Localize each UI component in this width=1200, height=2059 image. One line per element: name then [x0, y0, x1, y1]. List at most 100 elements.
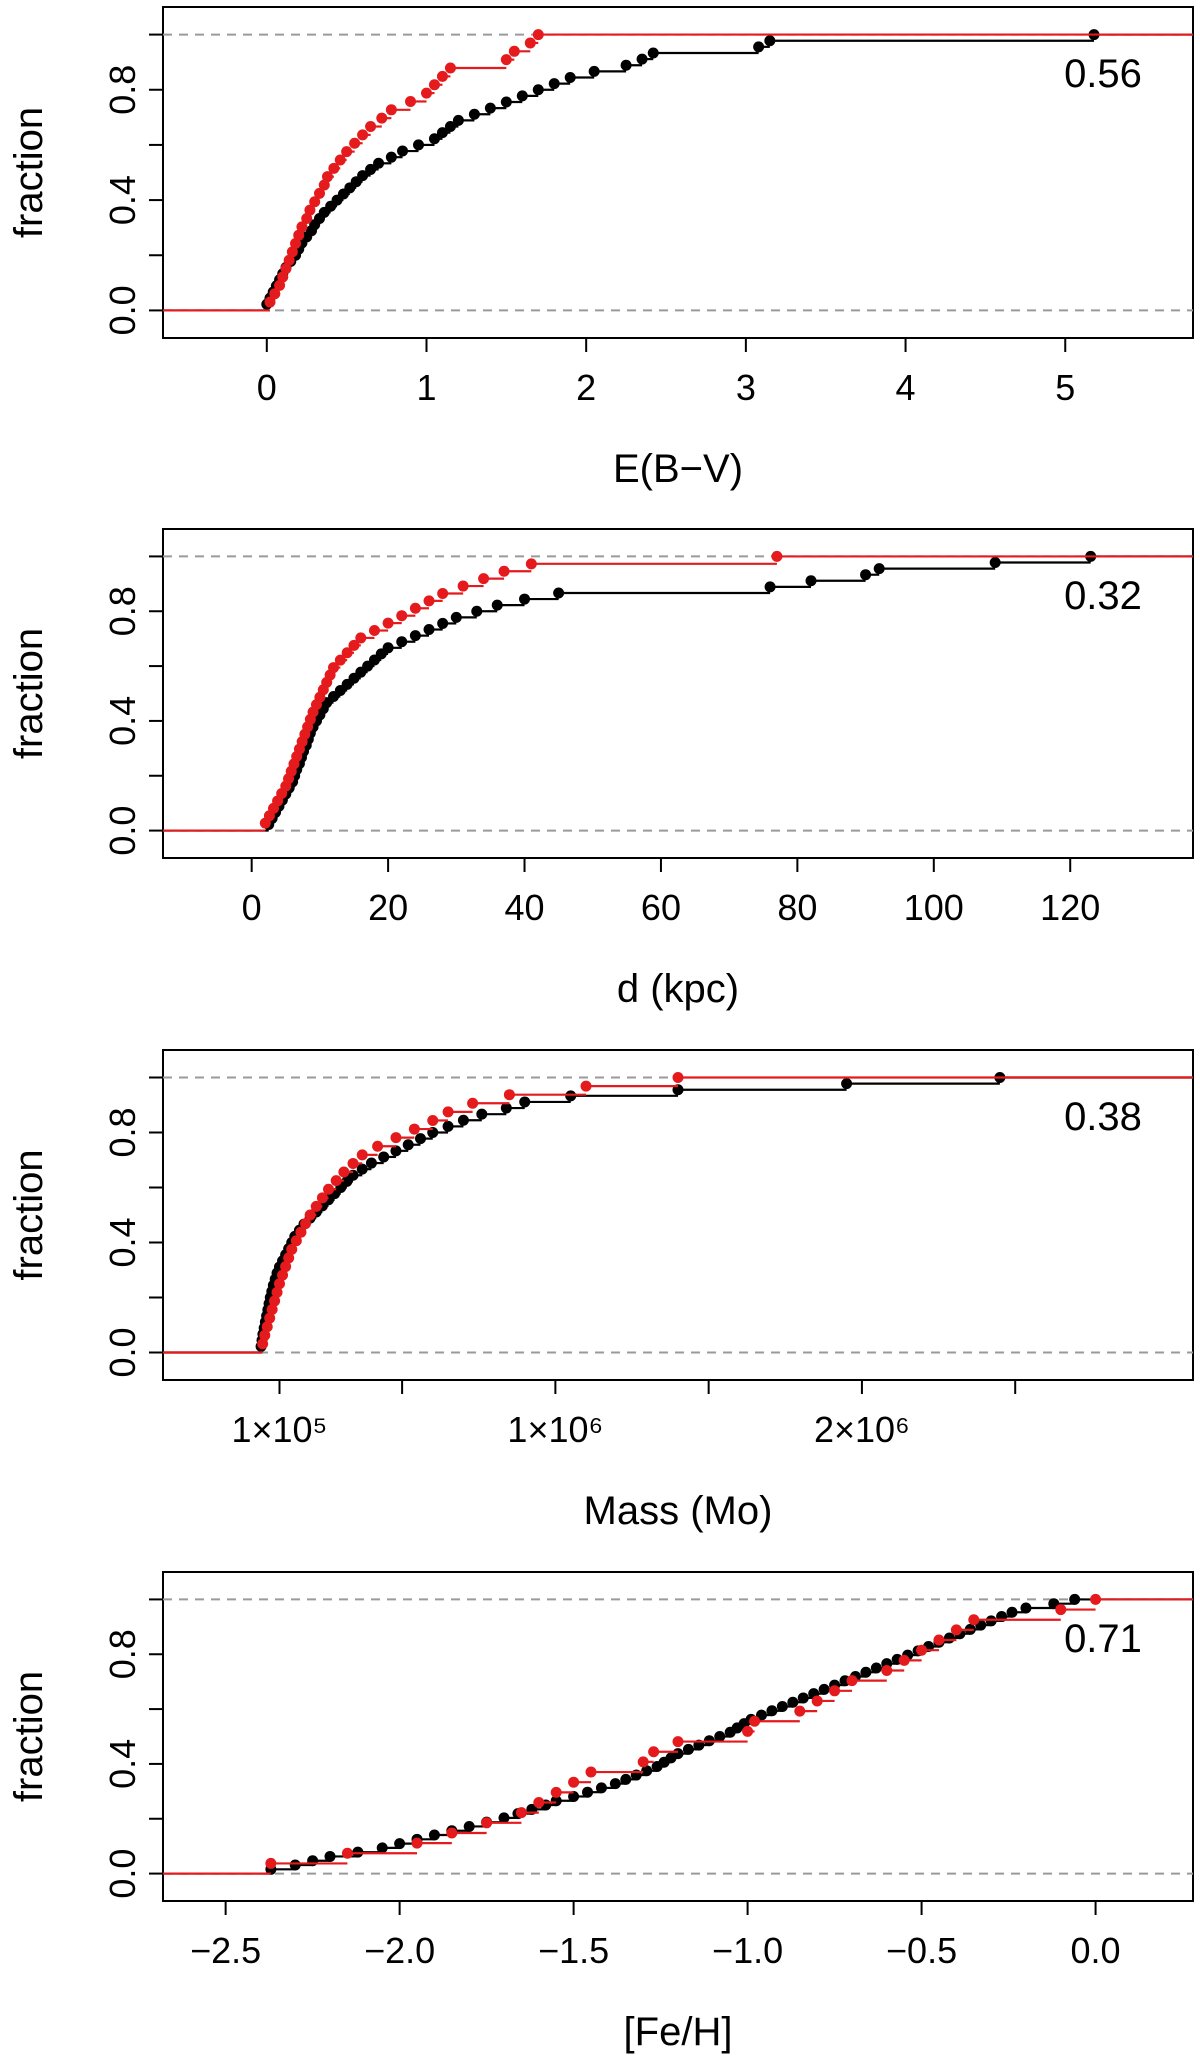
ecdf-point: [860, 569, 872, 581]
ecdf-point: [269, 288, 281, 300]
ecdf-point: [450, 611, 462, 623]
ecdf-point: [620, 1773, 632, 1785]
x-axis-label: d (kpc): [617, 967, 739, 1011]
y-tick-label: 0.8: [102, 65, 143, 115]
ecdf-point: [408, 1123, 420, 1135]
ecdf-point: [376, 112, 388, 124]
ecdf-point: [385, 104, 397, 116]
panel-4: −2.5 −2.0 −1.5 −1.0 −0.5 0.0 0.0 0.4 0.8 [Fe/H] fr…: [7, 1571, 1194, 2054]
ecdf-point: [321, 171, 333, 183]
x-tick-label: −0.5: [886, 1930, 957, 1971]
ecdf-point: [341, 1847, 353, 1859]
ecdf-point: [582, 1786, 594, 1798]
x-tick-label: 1×10⁶: [507, 1409, 603, 1450]
ecdf-point: [500, 96, 512, 108]
y-tick-label: 0.8: [102, 1629, 143, 1679]
ks-statistic: 0.71: [1064, 1617, 1142, 1661]
ks-statistic: 0.32: [1064, 574, 1142, 618]
ecdf-point: [286, 1243, 298, 1255]
ecdf-point: [457, 580, 469, 592]
series-red: [163, 1072, 1193, 1354]
y-tick-label: 0.8: [102, 1107, 143, 1157]
ecdf-point: [491, 599, 503, 611]
ecdf-point: [446, 1827, 458, 1839]
ecdf-point: [269, 1295, 281, 1307]
ecdf-point: [415, 1133, 426, 1145]
ecdf-point: [794, 1705, 806, 1717]
ecdf-point: [568, 1790, 580, 1802]
ecdf-point: [334, 154, 346, 166]
ecdf-point: [357, 170, 369, 182]
ecdf-point: [463, 1820, 475, 1832]
ecdf-point: [283, 1252, 295, 1264]
ecdf-point: [444, 121, 456, 133]
x-tick-label: 3: [736, 367, 756, 408]
ecdf-point: [390, 1145, 402, 1157]
ecdf-point: [916, 1644, 928, 1656]
ecdf-point: [423, 595, 435, 607]
ecdf-point: [295, 1226, 307, 1238]
y-tick-label: 0.0: [102, 1327, 143, 1377]
ecdf-point: [280, 1261, 292, 1273]
ecdf-point: [304, 204, 316, 216]
ecdf-point: [264, 296, 276, 308]
ecdf-point: [1006, 1606, 1018, 1618]
series-black: [163, 1072, 1193, 1354]
plot-frame: [162, 1049, 1194, 1381]
ecdf-point: [873, 563, 885, 575]
ecdf-point: [595, 1782, 607, 1794]
ecdf-point: [277, 1269, 289, 1281]
ecdf-point: [471, 605, 483, 617]
x-tick-label: 0: [257, 367, 277, 408]
plot-frame: [162, 1571, 1194, 1902]
x-tick-label: 20: [368, 887, 408, 928]
x-tick-label: 0: [242, 887, 262, 928]
ecdf-point: [776, 1701, 788, 1713]
ecdf-point: [580, 1080, 592, 1092]
ecdf-point: [341, 647, 353, 659]
ecdf-point: [390, 1132, 402, 1144]
x-tick-label: 2×10⁶: [814, 1409, 910, 1450]
ecdf-point: [396, 636, 408, 648]
y-axis-label: fraction: [7, 1671, 51, 1802]
y-tick-label: 0.0: [102, 806, 143, 856]
ecdf-point: [1055, 1604, 1067, 1616]
ecdf-point: [397, 145, 409, 157]
ecdf-point: [259, 1329, 271, 1341]
ecdf-point: [316, 1192, 328, 1204]
ecdf-point: [394, 1838, 406, 1850]
ecdf-point: [427, 1114, 439, 1126]
x-tick-label: −2.0: [364, 1930, 435, 1971]
ecdf-point: [436, 70, 448, 82]
ecdf-point: [309, 196, 321, 208]
ecdf-point: [647, 47, 659, 59]
panel-2: 0 20 40 60 80 100 120 0.0 0.4 0.8 d (kpc) fraction 0…: [7, 528, 1194, 1011]
ecdf-point: [525, 558, 537, 570]
x-tick-label: −2.5: [190, 1930, 261, 1971]
ecdf-point: [620, 59, 632, 71]
ecdf-point: [356, 1163, 368, 1175]
ecdf-point: [985, 1615, 997, 1627]
ecdf-point: [787, 1696, 799, 1708]
ecdf-point: [273, 1278, 285, 1290]
ecdf-point: [382, 617, 394, 629]
ecdf-point: [290, 1235, 302, 1247]
ecdf-point: [280, 263, 292, 275]
ecdf-point: [402, 1139, 414, 1151]
panel-3: 1×10⁵ 1×10⁶ 2×10⁶ 0.0 0.4 0.8 Mass (Mo) fractio…: [7, 1049, 1194, 1533]
ecdf-point: [989, 557, 1001, 569]
ecdf-point: [376, 1842, 388, 1854]
ecdf-point: [356, 1149, 368, 1161]
ecdf-point: [714, 1731, 726, 1742]
x-tick-label: 100: [904, 887, 964, 928]
ecdf-point: [300, 1218, 312, 1230]
ecdf-point: [283, 254, 295, 266]
ecdf-point: [500, 54, 512, 66]
ecdf-point: [266, 1304, 278, 1316]
ecdf-point: [290, 238, 302, 250]
y-tick-label: 0.8: [102, 586, 143, 636]
ecdf-point: [310, 1200, 322, 1212]
ecdf-point: [550, 1786, 562, 1798]
x-tick-label: 40: [504, 887, 544, 928]
